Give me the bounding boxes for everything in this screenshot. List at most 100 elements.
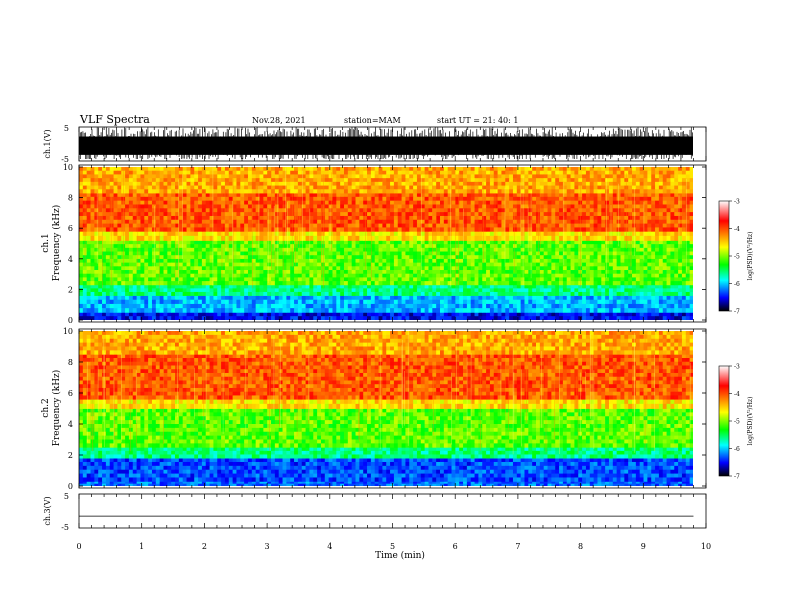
ch1-spectrogram-cell: [332, 196, 337, 202]
ch1-spectrogram-cell: [351, 200, 356, 205]
ch1-spectrogram-cell: [428, 258, 433, 264]
ch1-spectrogram-cell: [635, 291, 641, 296]
ch1-spectrogram-cell: [393, 284, 399, 289]
ch1-spectrogram-cell: [543, 273, 548, 278]
ch1-spectrogram-cell: [543, 215, 548, 221]
ch1-spectrogram-cell: [209, 215, 214, 221]
ch1-spectrogram-cell: [570, 270, 575, 275]
ch1-spectrogram-cell: [140, 312, 145, 317]
ch1-spectrogram-cell: [681, 200, 687, 205]
ch1-spectrogram-cell: [489, 308, 495, 313]
ch1-spectrogram-cell: [455, 281, 460, 286]
ch1-spectrogram-cell: [486, 235, 491, 241]
ch1-spectrogram-cell: [436, 193, 441, 198]
ch1-spectrogram-cell: [493, 231, 498, 237]
ch1-spectrogram-cell: [681, 193, 687, 198]
ch1-spectrogram-cell: [347, 204, 353, 209]
ch1-spectrogram-cell: [274, 251, 280, 256]
ch1-spectrogram-cell: [125, 291, 130, 296]
ch1-spectrogram-cell: [670, 204, 675, 209]
ch1-spectrogram-cell: [301, 291, 306, 296]
ch1-spectrogram-cell: [251, 215, 257, 221]
ch1-spectrogram-cell: [436, 212, 441, 217]
ch1-spectrogram-cell: [247, 284, 253, 289]
ch1-spectrogram-cell: [597, 262, 602, 267]
ch1-spectrogram-cell: [221, 251, 226, 256]
ch1-spectrogram-cell: [405, 308, 410, 313]
ch1-spectrogram-cell: [612, 308, 618, 313]
ch1-spectrogram-cell: [432, 196, 437, 202]
ch1-spectrogram-cell: [159, 223, 164, 228]
ch1-spectrogram-cell: [263, 312, 268, 317]
ch1-spectrogram-cell: [224, 240, 230, 245]
ch1-spectrogram-cell: [347, 200, 353, 205]
ch1-spectrogram-cell: [370, 262, 376, 267]
ch1-spectrogram-cell: [624, 303, 629, 309]
ch1-spectrogram-cell: [662, 258, 667, 264]
ch1-spectrogram-cell: [632, 266, 637, 271]
ch1-spectrogram-cell: [271, 231, 276, 237]
ch1-spectrogram-cell: [459, 295, 464, 301]
ch1-spectrogram-cell: [320, 240, 326, 245]
ch1-spectrogram-cell: [198, 251, 203, 256]
ch1-spectrogram-cell: [182, 212, 187, 217]
ch1-spectrogram-cell: [290, 303, 295, 309]
ch1-spectrogram-cell: [102, 281, 107, 286]
ch1-spectrogram-cell: [151, 200, 157, 205]
ch1-spectrogram-cell: [643, 231, 648, 237]
ch1-spectrogram-cell: [86, 223, 91, 228]
ch1-spectrogram-cell: [482, 200, 487, 205]
ch1-spectrogram-cell: [455, 316, 460, 320]
ch1-spectrogram-cell: [582, 235, 587, 241]
ch1-spectrogram-cell: [343, 303, 349, 309]
ch1-spectrogram-cell: [98, 303, 103, 309]
ch1-spectrogram-cell: [486, 247, 491, 252]
ch1-spectrogram-cell: [451, 308, 456, 313]
ch1-spectrogram-cell: [447, 316, 452, 320]
ch1-spectrogram-cell: [451, 258, 456, 264]
ch1-spectrogram-cell: [94, 251, 99, 256]
ch1-spectrogram-cell: [505, 231, 510, 237]
ch1-spectrogram-cell: [236, 281, 241, 286]
ch1-spectrogram-cell: [643, 258, 648, 264]
ch1-spectrogram-cell: [658, 291, 664, 296]
ch1-spectrogram-cell: [251, 258, 257, 264]
ch1-spectrogram-cell: [478, 231, 483, 237]
ch1-spectrogram-cell: [524, 312, 529, 317]
ch1-spectrogram-cell: [582, 204, 587, 209]
ch1-spectrogram-cell: [624, 258, 629, 264]
ch1-spectrogram-cell: [551, 231, 556, 237]
ch1-spectrogram-cell: [482, 219, 487, 225]
ch1-spectrogram-cell: [413, 251, 418, 256]
ch1-spectrogram-cell: [524, 284, 529, 289]
ch1-spectrogram-cell: [305, 200, 310, 205]
ch1-spectrogram-cell: [658, 235, 664, 241]
ch1-spectrogram-cell: [466, 212, 472, 217]
ch1-spectrogram-cell: [413, 299, 418, 305]
ch1-spectrogram-cell: [148, 196, 153, 202]
ch1-spectrogram-cell: [655, 270, 660, 275]
ch1-spectrogram-cell: [678, 215, 683, 221]
ch1-spectrogram-cell: [136, 277, 141, 282]
ch1-spectrogram-cell: [320, 212, 326, 217]
ch1-spectrogram-cell: [198, 258, 203, 264]
ch1-spectrogram-cell: [474, 299, 479, 305]
ch1-spectrogram-cell: [167, 219, 172, 225]
ch1-spectrogram-cell: [551, 235, 556, 241]
ch1-spectrogram-cell: [505, 299, 510, 305]
ch1-spectrogram-cell: [136, 316, 141, 320]
ch1-spectrogram-cell: [459, 277, 464, 282]
ch1-spectrogram-cell: [582, 196, 587, 202]
ch1-spectrogram-cell: [224, 277, 230, 282]
ch1-spectrogram-cell: [670, 270, 675, 275]
ch1-spectrogram-cell: [340, 299, 345, 305]
ch1-spectrogram-cell: [125, 270, 130, 275]
ch1-spectrogram-cell: [178, 277, 184, 282]
ch1-spectrogram-cell: [125, 223, 130, 228]
ch1-spectrogram-cell: [451, 251, 456, 256]
ch1-spectrogram-cell: [678, 219, 683, 225]
ch1-spectrogram-cell: [282, 281, 287, 286]
ch1-spectrogram-cell: [240, 291, 245, 296]
ch1-spectrogram-cell: [520, 244, 525, 249]
ch1-spectrogram-cell: [562, 255, 568, 260]
